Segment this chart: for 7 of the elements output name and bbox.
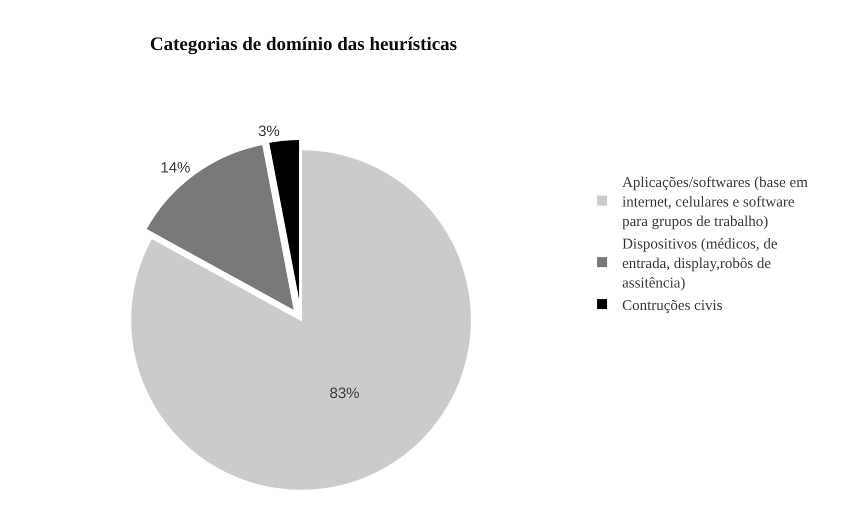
- legend-label: Aplicações/softwares (base em internet, celulares e software para grupos de trabalho): [622, 174, 808, 230]
- legend-label: Contruções civis: [622, 298, 723, 314]
- chart-title: Categorias de domínio das heurísticas: [150, 34, 458, 55]
- legend-label: Dispositivos (médicos, de entrada, display,robôs de assitência): [622, 236, 778, 292]
- data-label: 14%: [160, 159, 190, 176]
- data-label: 83%: [330, 384, 360, 402]
- data-label: 3%: [258, 122, 280, 140]
